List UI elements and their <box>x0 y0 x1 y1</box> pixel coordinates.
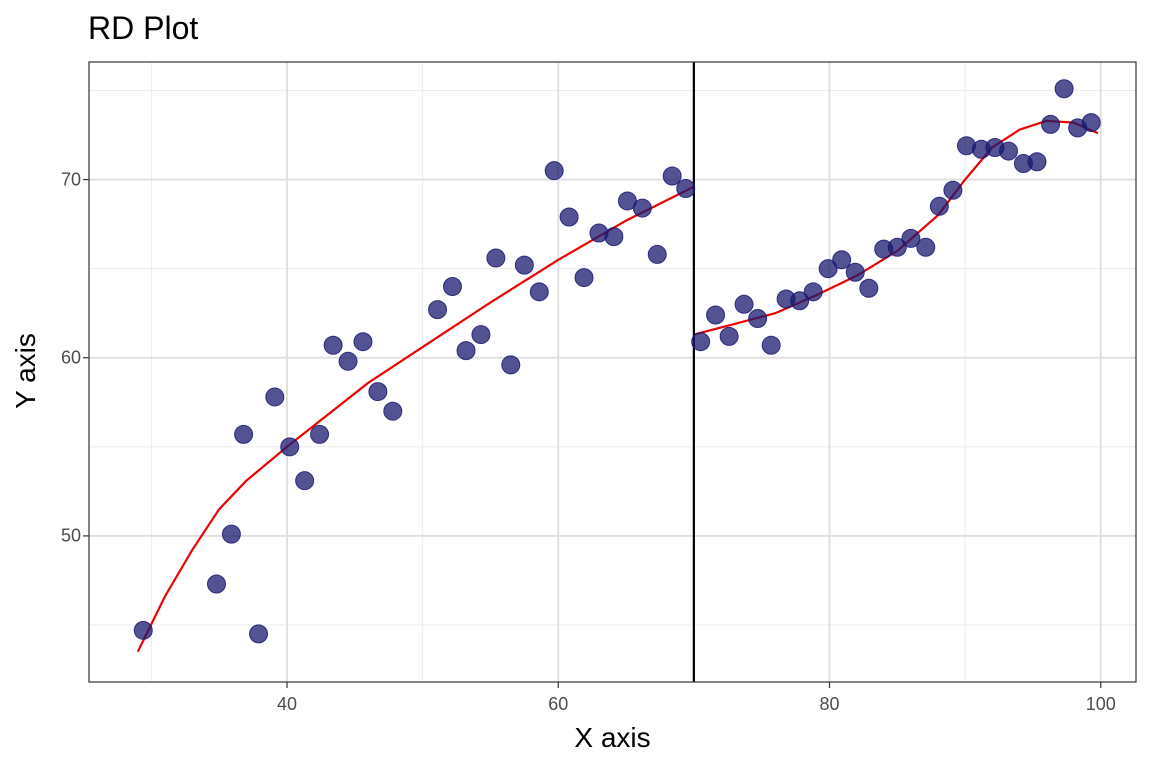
fit-line-left <box>136 185 695 653</box>
data-point <box>818 259 838 279</box>
data-point <box>133 620 153 640</box>
scatter-points <box>133 79 1101 644</box>
data-point <box>221 524 241 544</box>
data-point <box>338 351 358 371</box>
data-point <box>887 237 907 257</box>
x-tick-label: 100 <box>1085 694 1116 714</box>
data-point <box>734 294 754 314</box>
data-point <box>456 341 476 361</box>
data-point <box>929 196 949 216</box>
y-axis-label: Y axis <box>10 333 41 409</box>
data-point <box>206 574 226 594</box>
data-point <box>383 401 403 421</box>
data-point <box>514 255 534 275</box>
y-tick-label: 60 <box>60 347 81 368</box>
data-point <box>486 248 506 268</box>
x-tick-label: 60 <box>548 694 569 714</box>
data-point <box>501 355 521 375</box>
data-point <box>604 227 624 247</box>
axis-tick-marks <box>83 178 1102 688</box>
data-point <box>706 305 726 325</box>
data-point <box>471 325 491 345</box>
x-axis-label: X axis <box>574 722 651 753</box>
data-point <box>748 309 768 329</box>
data-point <box>632 198 652 218</box>
grid-lines <box>89 62 1136 682</box>
data-point <box>1027 152 1047 172</box>
data-point <box>574 268 594 288</box>
data-point <box>1041 114 1061 134</box>
x-tick-label: 80 <box>819 694 840 714</box>
data-point <box>265 387 285 407</box>
data-point <box>832 250 852 270</box>
data-point <box>295 471 315 491</box>
data-point <box>676 178 696 198</box>
x-tick-label: 40 <box>276 694 298 714</box>
data-point <box>901 228 921 248</box>
data-point <box>845 262 865 282</box>
data-point <box>559 207 579 227</box>
data-point <box>803 282 823 302</box>
data-point <box>544 161 564 181</box>
data-point <box>428 300 448 320</box>
data-point <box>859 278 879 298</box>
y-tick-label: 50 <box>60 525 81 546</box>
data-point <box>761 335 781 355</box>
data-point <box>323 335 343 355</box>
data-point <box>691 332 711 352</box>
data-point <box>529 282 549 302</box>
y-tick-label: 70 <box>60 169 81 190</box>
data-point <box>790 291 810 311</box>
data-point <box>1054 79 1074 99</box>
chart-title: RD Plot <box>88 10 199 46</box>
data-point <box>916 237 936 257</box>
data-point <box>249 624 269 644</box>
data-point <box>280 437 300 457</box>
data-point <box>310 424 330 444</box>
data-point <box>368 382 388 402</box>
data-point <box>999 141 1019 161</box>
data-point <box>719 326 739 346</box>
data-point <box>647 244 667 264</box>
data-point <box>1081 113 1101 133</box>
plot-panel-border <box>88 61 1137 683</box>
data-point <box>442 276 462 296</box>
data-point <box>662 166 682 186</box>
data-point <box>353 332 373 352</box>
data-point <box>234 424 254 444</box>
data-point <box>943 180 963 200</box>
fit-lines <box>136 119 1099 653</box>
